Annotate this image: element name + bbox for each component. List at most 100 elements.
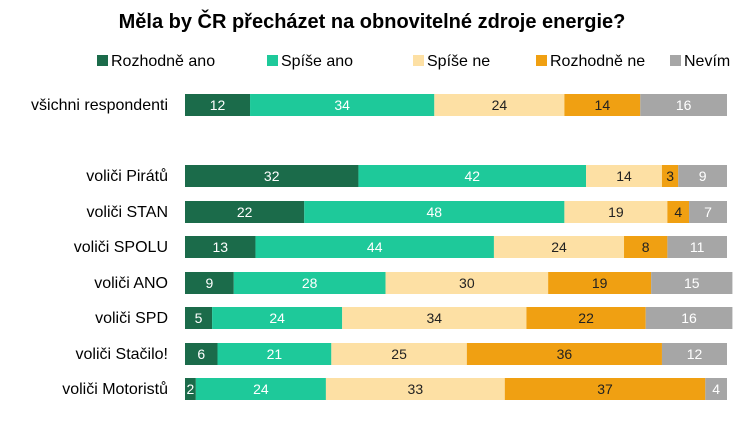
bar-segment xyxy=(504,378,706,400)
data-label: 9 xyxy=(205,275,213,291)
data-label: 30 xyxy=(459,275,475,291)
bar-segment xyxy=(185,343,218,365)
data-label: 24 xyxy=(269,310,285,326)
data-label: 24 xyxy=(551,239,567,255)
bar-segment xyxy=(385,272,549,294)
bar-segment xyxy=(358,165,587,187)
bar-segment xyxy=(564,201,668,223)
bar-segment xyxy=(667,201,690,223)
data-label: 6 xyxy=(197,346,205,362)
data-label: 36 xyxy=(557,346,573,362)
legend-swatch-spise-ano xyxy=(267,55,278,66)
data-label: 8 xyxy=(642,239,650,255)
data-label: 12 xyxy=(210,97,226,113)
bar-segment xyxy=(624,236,668,258)
bar-segment xyxy=(466,343,662,365)
data-label: 22 xyxy=(578,310,594,326)
data-label: 28 xyxy=(302,275,318,291)
category-label: voliči Motoristů xyxy=(62,380,168,398)
bar-segment xyxy=(705,378,727,400)
data-label: 34 xyxy=(334,97,350,113)
bar-segment xyxy=(434,94,565,116)
data-label: 2 xyxy=(187,381,195,397)
legend-label-rozhodne-ne: Rozhodně ne xyxy=(550,53,645,70)
category-label: voliči STAN xyxy=(87,204,169,221)
data-label: 16 xyxy=(676,97,692,113)
data-label: 32 xyxy=(264,168,280,184)
legend-label-nevim: Nevím xyxy=(684,53,730,70)
data-label: 25 xyxy=(391,346,407,362)
data-label: 9 xyxy=(699,168,707,184)
data-label: 15 xyxy=(684,275,700,291)
bar-segment xyxy=(548,272,652,294)
data-label: 4 xyxy=(674,204,682,220)
data-label: 16 xyxy=(681,310,697,326)
data-label: 48 xyxy=(427,204,443,220)
category-label: voliči Stačilo! xyxy=(76,346,168,363)
data-label: 44 xyxy=(367,239,383,255)
bar-segment xyxy=(217,343,332,365)
data-label: 14 xyxy=(595,97,611,113)
data-label: 12 xyxy=(687,346,703,362)
bar-segment xyxy=(526,307,646,329)
bar-segment xyxy=(250,94,435,116)
data-label: 24 xyxy=(492,97,508,113)
category-labels: všichni respondenti voliči Pirátů voliči S… xyxy=(31,97,168,398)
data-label: 37 xyxy=(597,381,613,397)
legend-swatch-rozhodne-ano xyxy=(97,55,108,66)
bar-segment xyxy=(195,378,326,400)
data-label: 3 xyxy=(666,168,674,184)
data-label: 24 xyxy=(253,381,269,397)
bar-segment xyxy=(325,378,505,400)
category-label: voliči ANO xyxy=(94,275,168,292)
bar-segment xyxy=(564,94,641,116)
bar-segment xyxy=(233,272,386,294)
bar-segment xyxy=(586,165,662,187)
data-label: 34 xyxy=(427,310,443,326)
bar-segment xyxy=(640,94,727,116)
bar-segment xyxy=(185,378,196,400)
data-label: 19 xyxy=(592,275,608,291)
data-label: 11 xyxy=(690,239,705,255)
bar-segment xyxy=(212,307,343,329)
data-label: 13 xyxy=(212,239,228,255)
legend-label-spise-ne: Spíše ne xyxy=(427,53,490,70)
legend-swatch-rozhodne-ne xyxy=(536,55,547,66)
data-label: 19 xyxy=(608,204,624,220)
legend-label-spise-ano: Spíše ano xyxy=(281,53,353,70)
bar-segment xyxy=(342,307,527,329)
data-label: 33 xyxy=(408,381,424,397)
bar-segment xyxy=(255,236,494,258)
bar-segment xyxy=(185,165,359,187)
bar-segment xyxy=(661,343,727,365)
data-label: 5 xyxy=(195,310,203,326)
bar-segment xyxy=(667,236,727,258)
legend: Rozhodně ano Spíše ano Spíše ne Rozhodně ne… xyxy=(97,53,730,70)
data-label: 7 xyxy=(704,204,712,220)
bar-segment xyxy=(185,201,305,223)
data-label: 22 xyxy=(237,204,253,220)
bar-segment xyxy=(185,236,256,258)
category-label: voliči SPOLU xyxy=(74,239,168,256)
chart-title: Měla by ČR přecházet na obnovitelné zdro… xyxy=(119,9,626,33)
category-label: voliči SPD xyxy=(95,310,168,327)
category-label: voliči Pirátů xyxy=(86,167,168,185)
data-label: 42 xyxy=(464,168,480,184)
category-label: všichni respondenti xyxy=(31,97,168,114)
data-label: 4 xyxy=(712,381,720,397)
legend-label-rozhodne-ano: Rozhodně ano xyxy=(111,53,215,70)
bar-segment xyxy=(185,272,234,294)
bar-segment xyxy=(651,272,733,294)
data-label: 14 xyxy=(616,168,632,184)
legend-swatch-spise-ne xyxy=(413,55,424,66)
bar-segment xyxy=(661,165,679,187)
bar-segment xyxy=(689,201,727,223)
bar-segment xyxy=(678,165,727,187)
bar-segment xyxy=(331,343,467,365)
bar-segment xyxy=(185,307,213,329)
legend-swatch-nevim xyxy=(670,55,681,66)
bar-segment xyxy=(304,201,565,223)
bar-segment xyxy=(493,236,625,258)
